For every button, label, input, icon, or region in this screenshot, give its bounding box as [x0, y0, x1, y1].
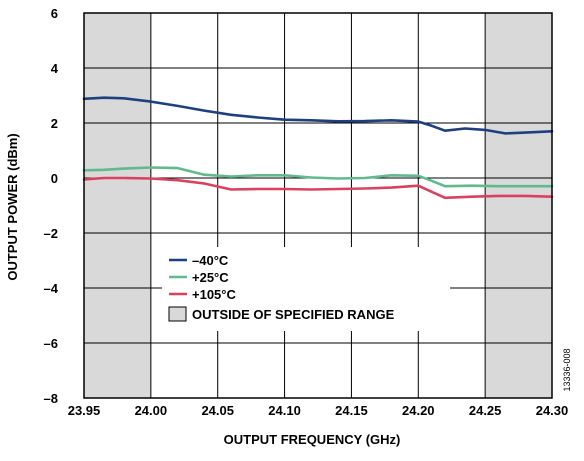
y-tick-label: 6 [51, 6, 58, 21]
legend-label-2: +105°C [192, 287, 236, 302]
legend-label-0: –40°C [192, 253, 229, 268]
grid [84, 13, 552, 398]
x-tick-label: 24.30 [536, 403, 569, 418]
y-tick-label: –4 [44, 281, 59, 296]
legend-swatch-shaded [168, 306, 187, 322]
x-tick-label: 24.00 [135, 403, 168, 418]
x-tick-label: 24.25 [469, 403, 502, 418]
shaded-regions [84, 13, 552, 398]
y-tick-label: –8 [44, 391, 58, 406]
y-tick-label: 4 [51, 61, 59, 76]
y-tick-label: 2 [51, 116, 58, 131]
x-tick-label: 23.95 [68, 403, 101, 418]
x-tick-label: 24.10 [268, 403, 301, 418]
axes: 23.95 24.00 24.05 24.10 24.15 24.20 24.25 24.30… [44, 6, 569, 418]
x-tick-label: 24.20 [402, 403, 435, 418]
figure-id: 13336-008 [562, 348, 572, 391]
x-axis-label: OUTPUT FREQUENCY (GHz) [224, 432, 401, 447]
legend-box [162, 247, 450, 331]
x-tick-label: 24.05 [201, 403, 234, 418]
series-line-1 [82, 166, 554, 188]
series-lines [82, 96, 554, 200]
y-tick-label: –6 [44, 336, 58, 351]
shaded-region-1 [485, 13, 552, 398]
series-line-0 [82, 96, 554, 135]
y-tick-label: –2 [44, 226, 58, 241]
y-tick-label: 0 [51, 171, 58, 186]
shaded-region-0 [84, 13, 151, 398]
x-tick-label: 24.15 [335, 403, 368, 418]
plot-frame [83, 12, 553, 399]
legend-label-shaded: OUTSIDE OF SPECIFIED RANGE [192, 307, 395, 322]
y-axis-label: OUTPUT POWER (dBm) [5, 133, 20, 280]
legend: –40°C +25°C +105°C OUTSIDE OF SPECIFIED RAN… [162, 247, 450, 331]
legend-label-1: +25°C [192, 270, 229, 285]
series-line-2 [82, 176, 554, 200]
